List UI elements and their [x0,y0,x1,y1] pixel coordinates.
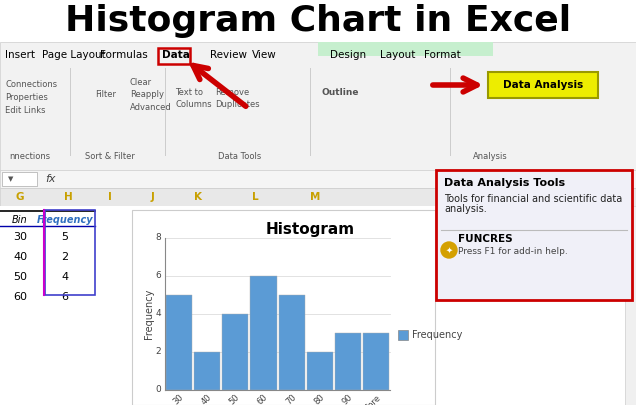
Bar [488,72,598,98]
Bar [0,170,636,188]
Text: fx: fx [45,174,55,184]
Bar [251,276,277,390]
Text: Analysis: Analysis [473,152,508,161]
Bar [318,42,493,56]
Text: 0: 0 [155,386,161,394]
Text: 2: 2 [155,347,161,356]
Bar [166,295,192,390]
Text: 70: 70 [284,393,298,405]
Text: 6: 6 [155,271,161,281]
Text: View: View [252,50,277,60]
Text: Reapply: Reapply [130,90,164,99]
Text: 60: 60 [256,393,270,405]
Text: 90: 90 [340,393,354,405]
Text: 5: 5 [62,232,69,242]
Text: Connections: Connections [5,80,57,89]
Text: 80: 80 [312,393,326,405]
Text: 2: 2 [62,252,69,262]
Text: Press F1 for add-in help.: Press F1 for add-in help. [458,247,568,256]
Text: analysis.: analysis. [444,204,487,214]
Text: M: M [310,192,320,202]
Text: G: G [16,192,24,202]
Bar [279,295,305,390]
Bar [307,352,333,390]
Text: 50: 50 [228,393,242,405]
Text: Bin: Bin [12,215,28,225]
Text: 50: 50 [13,272,27,282]
Text: Frequency: Frequency [144,289,154,339]
Text: 4: 4 [155,309,161,318]
Bar [625,206,636,405]
Text: Histogram Chart in Excel: Histogram Chart in Excel [65,4,571,38]
Text: K: K [194,192,202,202]
Text: Insert: Insert [5,50,35,60]
Text: Data Analysis: Data Analysis [503,80,583,90]
Bar [194,352,220,390]
Text: nnections: nnections [10,152,51,161]
Bar [222,314,249,390]
Text: Formulas: Formulas [100,50,148,60]
Text: 6: 6 [62,292,69,302]
Text: FUNCRES: FUNCRES [458,234,513,244]
Text: Frequency: Frequency [412,330,462,340]
Bar [165,238,390,390]
Text: Remove: Remove [215,88,249,97]
Text: Clear: Clear [130,78,152,87]
Text: Advanced: Advanced [130,103,172,112]
Text: 60: 60 [13,292,27,302]
Text: 40: 40 [200,393,214,405]
Bar [2,172,37,186]
Circle shape [441,242,457,258]
Text: 40: 40 [13,252,27,262]
Text: Tools for financial and scientific data: Tools for financial and scientific data [444,194,622,204]
Text: Histogram: Histogram [265,222,354,237]
Bar [0,206,636,405]
Text: ▼: ▼ [8,176,13,182]
Text: Design: Design [330,50,366,60]
Text: Format: Format [424,50,460,60]
Text: H: H [64,192,73,202]
Text: J: J [150,192,154,202]
Bar [132,210,435,405]
Text: ✦: ✦ [445,245,452,254]
Text: Data: Data [162,50,190,60]
Text: Frequency: Frequency [37,215,93,225]
Text: Data Tools: Data Tools [218,152,261,161]
Text: Sort & Filter: Sort & Filter [85,152,135,161]
Bar [45,210,95,295]
Text: Outline: Outline [322,88,359,97]
Bar [0,188,636,206]
Bar [0,42,636,172]
Bar [398,330,408,340]
Text: 30: 30 [172,393,186,405]
Text: Filter: Filter [95,90,116,99]
Text: I: I [108,192,112,202]
Text: Edit Links: Edit Links [5,106,46,115]
Text: 4: 4 [62,272,69,282]
Text: Text to: Text to [175,88,203,97]
Text: Review: Review [210,50,247,60]
Text: L: L [252,192,258,202]
Bar [335,333,361,390]
Bar [436,170,632,300]
Text: 30: 30 [13,232,27,242]
Bar [158,48,190,64]
Text: More: More [361,393,382,405]
Text: Columns: Columns [175,100,212,109]
Text: 8: 8 [155,234,161,243]
Text: Layout: Layout [380,50,415,60]
Text: Duplicates: Duplicates [215,100,259,109]
Text: Page Layout: Page Layout [42,50,106,60]
Text: Data Analysis Tools: Data Analysis Tools [444,178,565,188]
Bar [363,333,389,390]
Text: Properties: Properties [5,93,48,102]
